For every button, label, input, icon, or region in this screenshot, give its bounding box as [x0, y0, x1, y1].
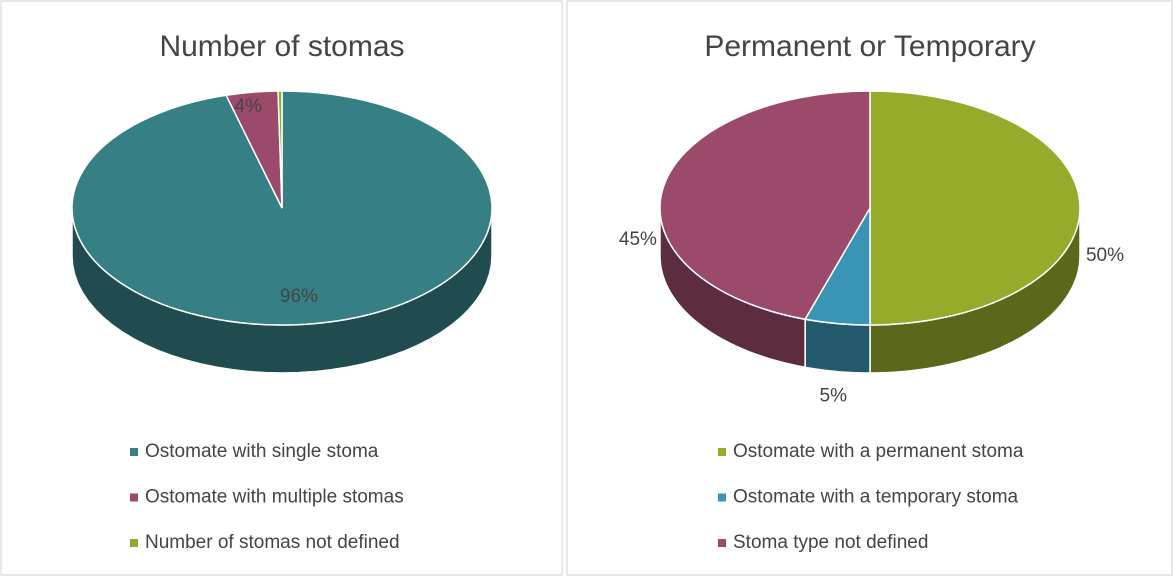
pie-slice	[277, 90, 283, 209]
legend-swatch	[718, 448, 726, 456]
legend-label: Number of stomas not defined	[145, 532, 400, 553]
legend-swatch	[130, 539, 138, 547]
legend-label: Ostomate with multiple stomas	[145, 487, 404, 508]
legend-swatch	[130, 493, 138, 502]
pie-slice	[659, 90, 871, 321]
legend-swatch	[718, 539, 726, 547]
legend-swatch	[130, 448, 138, 456]
panel-border	[0, 0, 563, 576]
legend-label: Ostomate with single stoma	[145, 441, 379, 462]
data-label: 45%	[619, 229, 657, 250]
chart-title: Number of stomas	[159, 30, 404, 63]
legend-label: Ostomate with a temporary stoma	[733, 487, 1019, 508]
data-label: 4%	[235, 96, 263, 117]
data-label: 96%	[280, 286, 318, 307]
panel-border	[566, 0, 1173, 576]
chart-title: Permanent or Temporary	[704, 30, 1035, 63]
legend-swatch	[718, 493, 726, 502]
pie-slice	[869, 90, 1081, 326]
legend-label: Stoma type not defined	[733, 532, 928, 553]
data-label: 50%	[1086, 245, 1124, 266]
pie-side	[804, 318, 871, 374]
data-label: 5%	[820, 385, 848, 406]
legend-label: Ostomate with a permanent stoma	[733, 441, 1024, 462]
